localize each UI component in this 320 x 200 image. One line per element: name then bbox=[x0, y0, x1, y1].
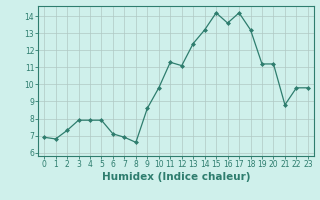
X-axis label: Humidex (Indice chaleur): Humidex (Indice chaleur) bbox=[102, 172, 250, 182]
